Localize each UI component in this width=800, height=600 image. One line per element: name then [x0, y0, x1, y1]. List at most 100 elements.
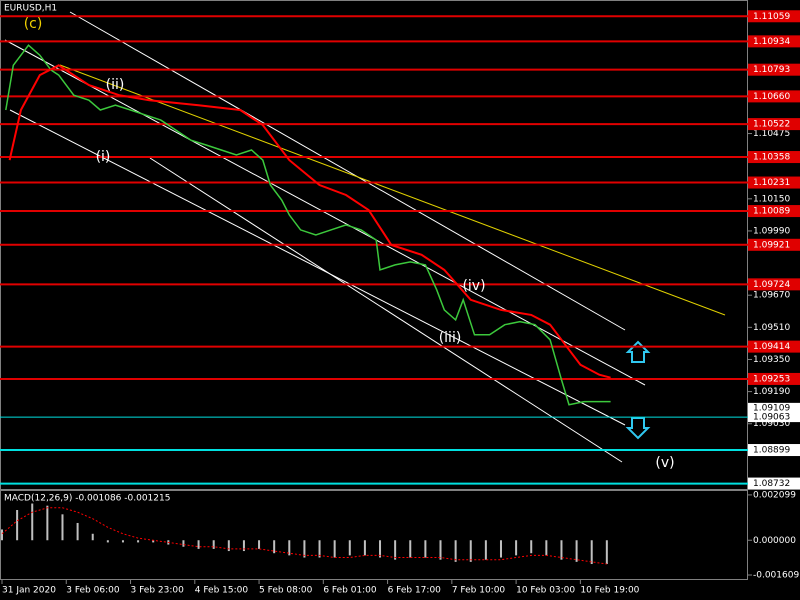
- y-tick-label: 1.10150: [753, 194, 790, 204]
- level-label: 1.08732: [753, 479, 790, 489]
- level-label-box: [748, 151, 800, 164]
- level-label: 1.08899: [753, 446, 790, 456]
- macd-bar: [182, 540, 185, 547]
- price-label: 1.09063: [753, 413, 790, 423]
- level-label: 1.11059: [753, 12, 790, 22]
- macd-bar: [348, 540, 351, 556]
- macd-bar: [424, 540, 427, 558]
- price-label-box: [748, 412, 800, 423]
- macd-bar: [106, 540, 109, 543]
- y-tick-label: 0.000000: [753, 536, 796, 546]
- macd-bar: [1, 529, 3, 541]
- macd-bar: [76, 522, 79, 541]
- macd-bar: [605, 540, 608, 565]
- macd-bar: [515, 540, 518, 556]
- level-label-box: [748, 238, 800, 251]
- macd-bar: [258, 540, 261, 549]
- level-label: 1.09724: [753, 280, 790, 290]
- level-label-box: [748, 176, 800, 189]
- macd-bar: [46, 505, 49, 541]
- macd-bar: [545, 540, 548, 556]
- level-label: 1.10660: [753, 92, 790, 102]
- level-label: 1.10231: [753, 178, 790, 188]
- trend-lines: [4, 11, 726, 463]
- y-tick-label: 1.09670: [753, 291, 790, 301]
- wave-label: (c): [24, 16, 43, 32]
- macd-bar: [31, 503, 34, 541]
- y-tick-label: 1.09350: [753, 355, 790, 365]
- y-tick-label: 1.09990: [753, 226, 790, 236]
- macd-bar: [469, 540, 472, 562]
- x-tick-label: 3 Feb 23:00: [131, 586, 185, 596]
- x-tick-label: 6 Feb 17:00: [388, 586, 442, 596]
- level-label-box: [748, 444, 800, 457]
- macd-bar: [121, 540, 124, 543]
- macd-bar: [212, 540, 215, 549]
- macd-bar: [454, 540, 457, 562]
- level-label: 1.10358: [753, 153, 790, 163]
- y-tick-label: 1.09510: [753, 323, 790, 333]
- macd-bar: [575, 540, 578, 562]
- chart-title: EURUSD,H1: [4, 4, 57, 14]
- level-label-box: [748, 118, 800, 131]
- level-label: 1.10089: [753, 207, 790, 217]
- macd-bar: [152, 540, 155, 543]
- channel-line: [149, 157, 623, 463]
- wave-label: (iii): [439, 330, 462, 346]
- macd-bar: [273, 540, 276, 554]
- price-label: 1.09109: [753, 403, 790, 413]
- level-label-box: [748, 205, 800, 218]
- macd-signal: [1, 507, 607, 565]
- level-label-box: [748, 10, 800, 23]
- macd-bar: [530, 540, 533, 554]
- macd-bar: [242, 540, 245, 552]
- y-tick-label: -0.001609: [753, 571, 799, 581]
- macd-bar: [288, 540, 291, 556]
- level-label-box: [748, 278, 800, 291]
- y-tick-label: 1.09030: [753, 419, 790, 429]
- macd-bar: [379, 540, 382, 558]
- macd-bar: [61, 514, 64, 541]
- y-tick-label: 1.10475: [753, 129, 790, 139]
- macd-bar: [590, 540, 593, 565]
- trend-line: [59, 64, 726, 316]
- x-tick-label: 5 Feb 08:00: [259, 586, 313, 596]
- level-label-box: [748, 477, 800, 490]
- macd-bar: [439, 540, 442, 560]
- x-tick-label: 10 Feb 03:00: [516, 586, 575, 596]
- macd-bar: [318, 540, 321, 558]
- down-arrow: [625, 417, 651, 440]
- level-label: 1.10793: [753, 65, 790, 75]
- x-tick-label: 31 Jan 2020: [2, 586, 56, 596]
- macd-bar: [409, 540, 412, 558]
- wave-label: (v): [655, 455, 674, 471]
- price-label-box: [748, 402, 800, 413]
- macd-panel-frame: [0, 490, 748, 580]
- moving-average: [8, 64, 611, 379]
- x-tick-label: 3 Feb 06:00: [66, 586, 120, 596]
- macd-bar: [484, 540, 487, 560]
- macd-bar: [560, 540, 563, 560]
- macd-bar: [227, 540, 230, 552]
- level-label: 1.10934: [753, 37, 790, 47]
- x-tick-label: 10 Feb 19:00: [580, 586, 639, 596]
- level-label-box: [748, 90, 800, 103]
- wave-label: (i): [96, 149, 111, 165]
- macd-bar: [303, 540, 306, 558]
- wave-label: (iv): [462, 278, 485, 294]
- macd-bar: [363, 540, 366, 556]
- macd-title: MACD(12,26,9) -0.001086 -0.001215: [4, 494, 170, 504]
- x-tick-label: 6 Feb 01:00: [323, 586, 377, 596]
- y-tick-label: 0.002099: [753, 490, 796, 500]
- price-line: [5, 44, 611, 406]
- macd-bar: [137, 540, 140, 543]
- level-label: 1.09414: [753, 342, 790, 352]
- level-label: 1.10522: [753, 120, 790, 130]
- x-tick-label: 4 Feb 15:00: [195, 586, 249, 596]
- level-label: 1.09253: [753, 374, 790, 384]
- macd-bar: [333, 540, 336, 558]
- macd-bar: [394, 540, 397, 560]
- wave-label: (ii): [106, 77, 125, 93]
